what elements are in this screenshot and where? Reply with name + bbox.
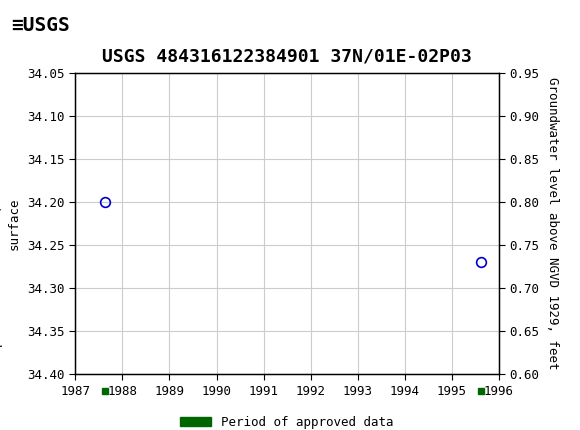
- Title: USGS 484316122384901 37N/01E-02P03: USGS 484316122384901 37N/01E-02P03: [102, 48, 472, 66]
- Y-axis label: Groundwater level above NGVD 1929, feet: Groundwater level above NGVD 1929, feet: [546, 77, 559, 370]
- FancyBboxPatch shape: [6, 5, 110, 46]
- Y-axis label: Depth to water level, feet below land
surface: Depth to water level, feet below land su…: [0, 85, 20, 362]
- Text: ≡USGS: ≡USGS: [12, 16, 70, 35]
- Legend: Period of approved data: Period of approved data: [175, 411, 399, 430]
